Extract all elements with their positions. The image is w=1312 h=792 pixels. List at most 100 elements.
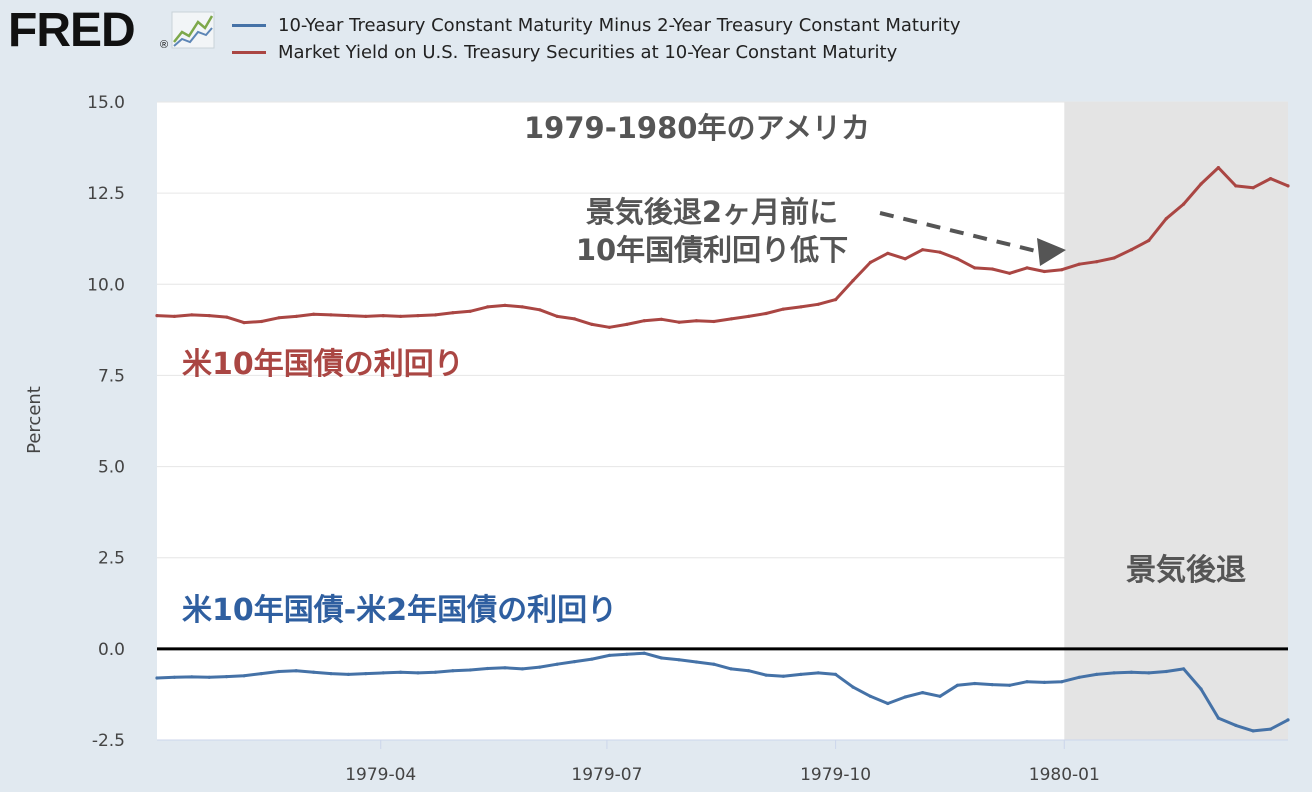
data-point-10y-yield [799,305,803,309]
data-point-10y-yield [816,302,820,306]
data-point-spread [590,657,594,661]
recession-band [1064,102,1288,740]
y-tick-label: 7.5 [98,366,125,386]
trend-graph-icon [171,11,215,49]
data-point-spread [468,668,472,672]
chart-legend: 10-Year Treasury Constant Maturity Minus… [232,12,961,66]
data-point-10y-yield [1216,166,1220,170]
y-tick-label: 10.0 [87,275,125,295]
data-point-10y-yield [381,314,385,318]
data-point-10y-yield [277,316,281,320]
data-point-spread [294,669,298,673]
y-tick-label: 0.0 [98,640,125,660]
data-point-10y-yield [451,311,455,315]
data-point-10y-yield [364,314,368,318]
recession-shading [1064,102,1288,740]
data-point-spread [660,656,664,660]
data-point-10y-yield [1008,271,1012,275]
data-point-10y-yield [207,314,211,318]
data-point-10y-yield [677,320,681,324]
data-point-spread [277,669,281,674]
data-point-spread [921,691,925,695]
data-point-10y-yield [590,322,594,326]
legend-item-10y-yield[interactable]: Market Yield on U.S. Treasury Securities… [232,39,961,66]
data-point-10y-yield [1042,269,1046,274]
data-point-spread [799,672,803,677]
registered-mark: ® [160,39,168,51]
data-point-spread [1147,671,1151,675]
data-point-spread [1182,667,1186,671]
data-point-spread [346,672,350,677]
data-point-10y-yield [468,309,472,313]
series-line-spread [155,651,1290,733]
data-point-spread [259,672,263,676]
data-point-10y-yield [747,314,751,318]
data-point-spread [555,662,559,666]
data-point-10y-yield [1251,186,1255,190]
data-point-spread [851,685,855,689]
data-point-spread [642,651,646,655]
data-point-10y-yield [190,313,194,317]
data-point-spread [694,660,699,664]
data-point-spread [677,658,681,662]
data-point-spread [1286,718,1290,722]
data-point-10y-yield [834,298,838,302]
data-point-10y-yield [781,307,786,311]
recession-label: 景気後退 [1126,553,1246,588]
data-point-10y-yield [1129,248,1133,252]
data-point-10y-yield [694,319,699,323]
data-point-spread [1269,727,1273,731]
data-point-spread [607,653,612,658]
data-point-10y-yield [938,250,942,254]
legend-item-spread[interactable]: 10-Year Treasury Constant Maturity Minus… [232,12,961,39]
legend-label-10y-yield: Market Yield on U.S. Treasury Securities… [278,42,898,63]
legend-label-spread: 10-Year Treasury Constant Maturity Minus… [278,15,961,36]
data-point-spread [816,671,820,675]
data-point-spread [764,673,768,677]
data-point-spread [155,676,159,680]
data-point-10y-yield [1234,184,1238,188]
data-point-10y-yield [1164,217,1168,221]
data-point-spread [1042,680,1046,685]
x-tick-label: 1980-01 [1029,765,1100,785]
data-point-spread [433,670,437,674]
data-point-spread [1164,669,1168,674]
annotation-line-2: 10年国債利回り低下 [576,233,848,267]
data-point-10y-yield [955,257,960,261]
data-point-spread [834,672,838,677]
data-point-10y-yield [1112,256,1116,260]
y-axis: 15.0 12.5 10.0 7.5 5.0 2.5 0.0 -2.5 [87,93,125,751]
data-point-10y-yield [346,314,350,318]
y-tick-label: 12.5 [87,184,125,204]
data-point-10y-yield [329,313,333,317]
data-point-10y-yield [886,251,890,255]
data-point-spread [1025,680,1029,684]
data-point-10y-yield [416,314,420,318]
legend-swatch-10y-yield [232,51,266,54]
data-point-spread [625,652,629,656]
data-point-10y-yield [399,314,403,318]
x-tick-label: 1979-04 [345,765,416,785]
data-point-spread [1129,670,1133,674]
x-tick-label: 1979-07 [571,765,642,785]
data-point-spread [747,669,751,673]
data-point-10y-yield [555,314,559,318]
data-point-spread [190,675,194,679]
data-point-spread [903,695,907,699]
data-point-10y-yield [903,257,907,261]
data-point-spread [886,701,890,706]
data-point-spread [329,672,333,676]
data-point-spread [242,674,246,678]
fred-logo[interactable]: FRED ® [8,2,218,57]
data-point-spread [1095,672,1099,677]
data-point-10y-yield [1286,184,1290,188]
data-point-10y-yield [312,312,316,316]
data-point-10y-yield [1199,182,1203,186]
data-point-10y-yield [433,313,437,317]
data-point-spread [1251,729,1255,733]
chart-title: 1979-1980年のアメリカ [524,111,870,145]
data-point-spread [990,683,994,687]
data-point-10y-yield [1182,202,1186,206]
data-point-spread [973,681,977,686]
